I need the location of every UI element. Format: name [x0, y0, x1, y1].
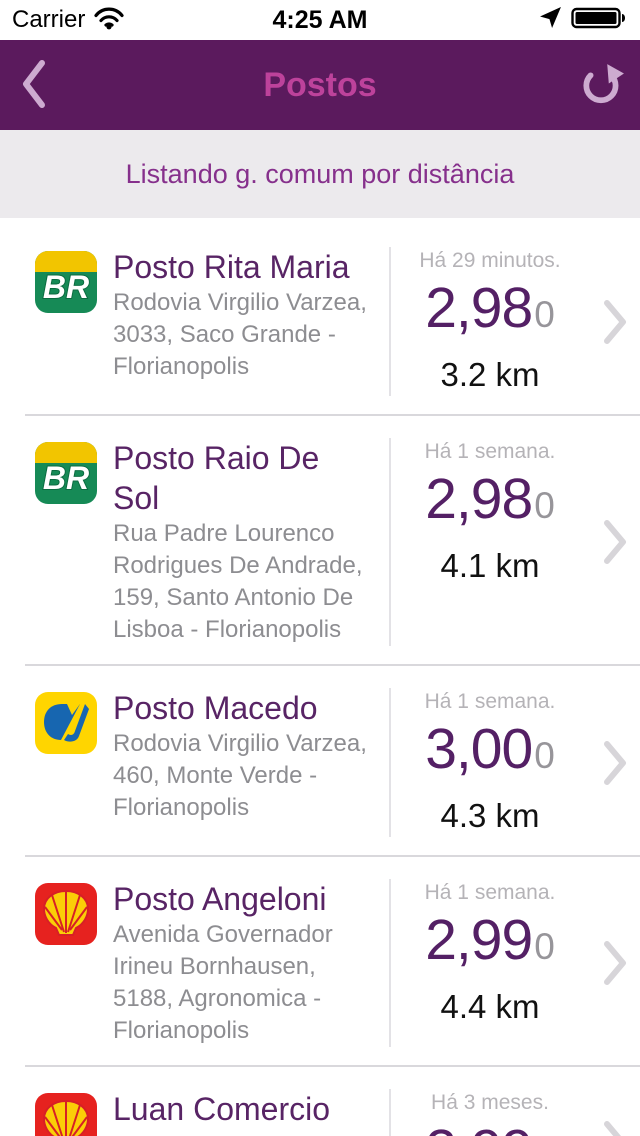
station-row[interactable]: Posto Macedo Rodovia Virgilio Varzea, 46…	[0, 666, 640, 857]
refresh-icon	[579, 62, 625, 109]
svg-text:BR: BR	[43, 460, 89, 496]
listing-mode-bar: Listando g. comum por distância	[0, 130, 640, 218]
chevron-right-icon	[589, 688, 640, 837]
carrier-label: Carrier	[12, 6, 86, 33]
price-panel: Há 3 meses. 2,990	[389, 1089, 589, 1136]
station-address: Rodovia Virgilio Varzea, 3033, Saco Gran…	[113, 289, 367, 380]
station-info: Luan Comercio	[113, 1089, 369, 1136]
chevron-left-icon	[21, 58, 47, 113]
chevron-right-icon	[589, 438, 640, 646]
station-name: Posto Rita Maria	[113, 249, 350, 285]
distance-label: 4.4 km	[440, 988, 540, 1025]
fuel-price: 3,000	[425, 718, 555, 795]
station-row[interactable]: Luan Comercio Há 3 meses. 2,990	[0, 1067, 640, 1136]
fuel-price: 2,980	[425, 468, 555, 545]
updated-ago-label: Há 1 semana.	[424, 440, 556, 463]
fuel-price: 2,980	[425, 277, 555, 354]
station-name: Luan Comercio	[113, 1091, 330, 1127]
brand-logo-shell-icon	[35, 1093, 97, 1136]
back-button[interactable]	[12, 55, 56, 115]
station-address: Avenida Governador Irineu Bornhausen, 51…	[113, 921, 333, 1044]
station-address: Rua Padre Lourenco Rodrigues De Andrade,…	[113, 520, 363, 643]
price-panel: Há 1 semana. 2,980 4.1 km	[389, 438, 589, 646]
location-arrow-icon	[539, 6, 562, 34]
station-info: Posto Macedo Rodovia Virgilio Varzea, 46…	[113, 688, 369, 837]
updated-ago-label: Há 3 meses.	[431, 1091, 549, 1114]
station-row[interactable]: BR Posto Rita Maria Rodovia Virgilio Var…	[0, 225, 640, 416]
chevron-right-icon	[589, 1089, 640, 1136]
chevron-right-icon	[589, 879, 640, 1047]
price-main: 2,98	[425, 467, 533, 531]
price-main: 2,99	[425, 908, 533, 972]
status-right	[539, 5, 628, 36]
page-title: Postos	[263, 65, 377, 104]
station-info: Posto Rita Maria Rodovia Virgilio Varzea…	[113, 247, 369, 396]
station-row[interactable]: Posto Angeloni Avenida Governador Irineu…	[0, 857, 640, 1067]
refresh-button[interactable]	[578, 59, 626, 111]
price-main: 2,98	[425, 276, 533, 340]
fuel-price: 2,990	[425, 909, 555, 986]
distance-label: 4.1 km	[440, 547, 540, 584]
brand-logo-ipiranga-icon	[35, 692, 97, 754]
price-panel: Há 1 semana. 3,000 4.3 km	[389, 688, 589, 837]
updated-ago-label: Há 29 minutos.	[419, 249, 561, 272]
price-third-decimal: 0	[534, 294, 555, 335]
distance-label: 4.3 km	[440, 797, 540, 834]
listing-mode-label: Listando g. comum por distância	[125, 158, 515, 189]
price-third-decimal: 0	[534, 926, 555, 967]
station-name: Posto Macedo	[113, 690, 318, 726]
wifi-icon	[93, 5, 125, 35]
nav-bar: Postos	[0, 40, 640, 130]
price-main: 2,99	[425, 1118, 533, 1136]
updated-ago-label: Há 1 semana.	[424, 881, 556, 904]
price-third-decimal: 0	[534, 735, 555, 776]
station-info: Posto Angeloni Avenida Governador Irineu…	[113, 879, 369, 1047]
battery-icon	[571, 5, 628, 36]
svg-text:BR: BR	[43, 269, 89, 305]
price-panel: Há 1 semana. 2,990 4.4 km	[389, 879, 589, 1047]
brand-logo-shell-icon	[35, 883, 97, 945]
brand-logo-br-icon: BR	[35, 251, 97, 313]
fuel-price: 2,990	[425, 1119, 555, 1136]
status-left: Carrier	[12, 5, 125, 35]
price-third-decimal: 0	[534, 485, 555, 526]
station-address: Rodovia Virgilio Varzea, 460, Monte Verd…	[113, 730, 367, 821]
station-name: Posto Angeloni	[113, 881, 327, 917]
station-list[interactable]: BR Posto Rita Maria Rodovia Virgilio Var…	[0, 225, 640, 1136]
chevron-right-icon	[589, 247, 640, 396]
brand-logo-br-icon: BR	[35, 442, 97, 504]
station-info: Posto Raio De Sol Rua Padre Lourenco Rod…	[113, 438, 369, 646]
price-panel: Há 29 minutos. 2,980 3.2 km	[389, 247, 589, 396]
station-row[interactable]: BR Posto Raio De Sol Rua Padre Lourenco …	[0, 416, 640, 666]
distance-label: 3.2 km	[440, 356, 540, 393]
updated-ago-label: Há 1 semana.	[424, 690, 556, 713]
price-main: 3,00	[425, 717, 533, 781]
status-bar: Carrier 4:25 AM	[0, 0, 640, 40]
station-name: Posto Raio De Sol	[113, 440, 320, 516]
